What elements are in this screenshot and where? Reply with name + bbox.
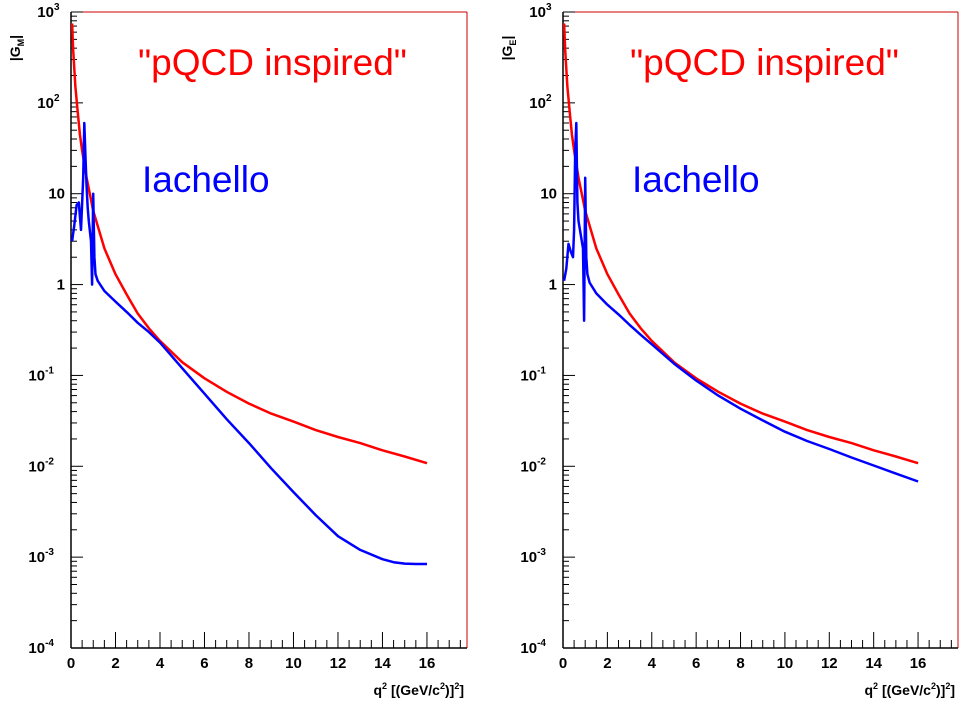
x-tick-label: 0 xyxy=(67,655,75,672)
x-axis-title: q2 [(GeV/c2)]2] xyxy=(373,681,464,698)
x-tick-label: 12 xyxy=(330,655,347,672)
y-tick-label: 10-1 xyxy=(520,365,546,384)
x-tick-label: 6 xyxy=(200,655,208,672)
x-tick-label: 14 xyxy=(374,655,391,672)
y-axis-title: |GM| xyxy=(7,35,26,61)
x-tick-label: 4 xyxy=(156,655,165,672)
y-tick-label: 10-4 xyxy=(520,638,546,657)
x-tick-label: 16 xyxy=(910,655,927,672)
x-tick-label: 16 xyxy=(419,655,436,672)
x-axis-title: q2 [(GeV/c2)]2] xyxy=(864,681,955,698)
x-tick-label: 2 xyxy=(603,655,611,672)
y-tick-label: 10-1 xyxy=(28,365,54,384)
y-tick-label: 1 xyxy=(57,277,65,294)
x-tick-label: 10 xyxy=(777,655,794,672)
y-tick-label: 1 xyxy=(549,277,557,294)
annotation-pqcd: "pQCD inspired" xyxy=(138,42,407,83)
y-axis-title: |GE| xyxy=(499,36,518,61)
x-tick-label: 0 xyxy=(559,655,567,672)
x-tick-label: 12 xyxy=(821,655,838,672)
x-tick-label: 14 xyxy=(865,655,882,672)
y-tick-label: 10-4 xyxy=(28,638,54,657)
y-tick-label: 103 xyxy=(37,2,60,21)
y-tick-label: 10 xyxy=(540,186,557,203)
x-tick-label: 10 xyxy=(285,655,302,672)
y-tick-label: 103 xyxy=(529,2,552,21)
x-tick-label: 4 xyxy=(648,655,657,672)
y-tick-label: 10-3 xyxy=(520,547,546,566)
x-tick-label: 2 xyxy=(111,655,119,672)
y-tick-label: 102 xyxy=(37,93,60,112)
annotation-iachello: Iachello xyxy=(632,159,760,200)
y-tick-label: 10-2 xyxy=(28,456,54,475)
annotation-pqcd: "pQCD inspired" xyxy=(630,42,899,83)
series-line-pqcd xyxy=(71,23,428,465)
y-tick-label: 10 xyxy=(48,186,65,203)
series-line-iachello xyxy=(71,121,427,566)
y-tick-label: 102 xyxy=(529,93,552,112)
x-tick-label: 8 xyxy=(736,655,744,672)
annotation-iachello: Iachello xyxy=(142,159,270,200)
y-tick-label: 10-2 xyxy=(520,456,546,475)
series-line-iachello xyxy=(563,121,919,483)
x-tick-label: 6 xyxy=(692,655,700,672)
y-tick-label: 10-3 xyxy=(28,547,54,566)
x-tick-label: 8 xyxy=(245,655,253,672)
series-line-pqcd xyxy=(563,23,919,465)
